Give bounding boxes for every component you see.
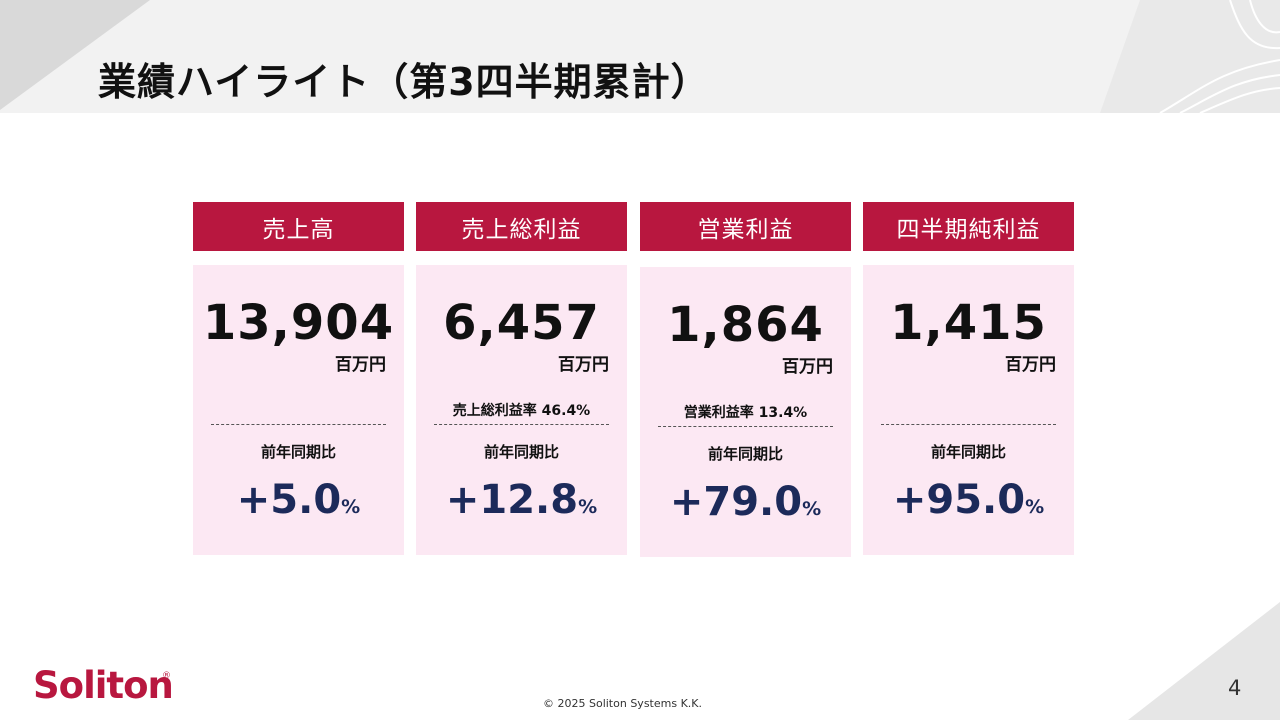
registered-mark: ® (162, 671, 171, 681)
copyright-text: © 2025 Soliton Systems K.K. (543, 697, 702, 710)
card-gross-profit: 6,457 百万円 売上総利益率 46.4% 前年同期比 +12.8% (416, 265, 627, 555)
card-header-quarterly-net-income: 四半期純利益 (863, 202, 1074, 251)
card-value: 1,864 (667, 297, 824, 353)
card-quarterly-net-income: 1,415 百万円 前年同期比 +95.0% (863, 265, 1074, 555)
yoy-unit: % (1025, 496, 1045, 518)
dashed-divider (434, 424, 609, 425)
card-unit: 百万円 (335, 355, 386, 375)
soliton-logo: Soliton (33, 664, 174, 707)
card-sub-metric: 売上総利益率 46.4% (452, 403, 591, 419)
yoy-value: +12.8 (445, 477, 579, 523)
yoy-unit: % (578, 496, 598, 518)
card-sales: 13,904 百万円 前年同期比 +5.0% (193, 265, 404, 555)
dashed-divider (881, 424, 1056, 425)
card-value: 1,415 (890, 295, 1047, 351)
yoy-value: +5.0 (236, 477, 342, 523)
card-header-operating-profit: 営業利益 (640, 202, 851, 251)
yoy-change: +95.0% (863, 475, 1074, 533)
card-unit: 百万円 (1005, 355, 1056, 375)
page-number: 4 (1228, 676, 1242, 700)
header-wave-graphic (1100, 0, 1280, 113)
yoy-label: 前年同期比 (707, 445, 783, 463)
page-title: 業績ハイライト（第3四半期累計） (98, 60, 710, 104)
card-unit: 百万円 (558, 355, 609, 375)
yoy-value: +79.0 (669, 479, 803, 525)
card-header-sales: 売上高 (193, 202, 404, 251)
card-value: 13,904 (202, 295, 395, 351)
yoy-unit: % (802, 498, 822, 520)
yoy-unit: % (341, 496, 361, 518)
card-operating-profit: 1,864 百万円 営業利益率 13.4% 前年同期比 +79.0% (640, 267, 851, 557)
yoy-label: 前年同期比 (483, 443, 559, 461)
yoy-value: +95.0 (892, 477, 1026, 523)
yoy-label: 前年同期比 (930, 443, 1006, 461)
card-unit: 百万円 (782, 357, 833, 377)
yoy-change: +79.0% (640, 477, 851, 535)
card-sub-metric: 営業利益率 13.4% (683, 405, 808, 421)
card-value: 6,457 (443, 295, 600, 351)
dashed-divider (211, 424, 386, 425)
corner-decoration (1128, 602, 1280, 720)
header-decoration (0, 0, 150, 110)
yoy-label: 前年同期比 (260, 443, 336, 461)
yoy-change: +5.0% (193, 475, 404, 533)
card-header-gross-profit: 売上総利益 (416, 202, 627, 251)
dashed-divider (658, 426, 833, 427)
yoy-change: +12.8% (416, 475, 627, 533)
header-band (0, 0, 1280, 113)
